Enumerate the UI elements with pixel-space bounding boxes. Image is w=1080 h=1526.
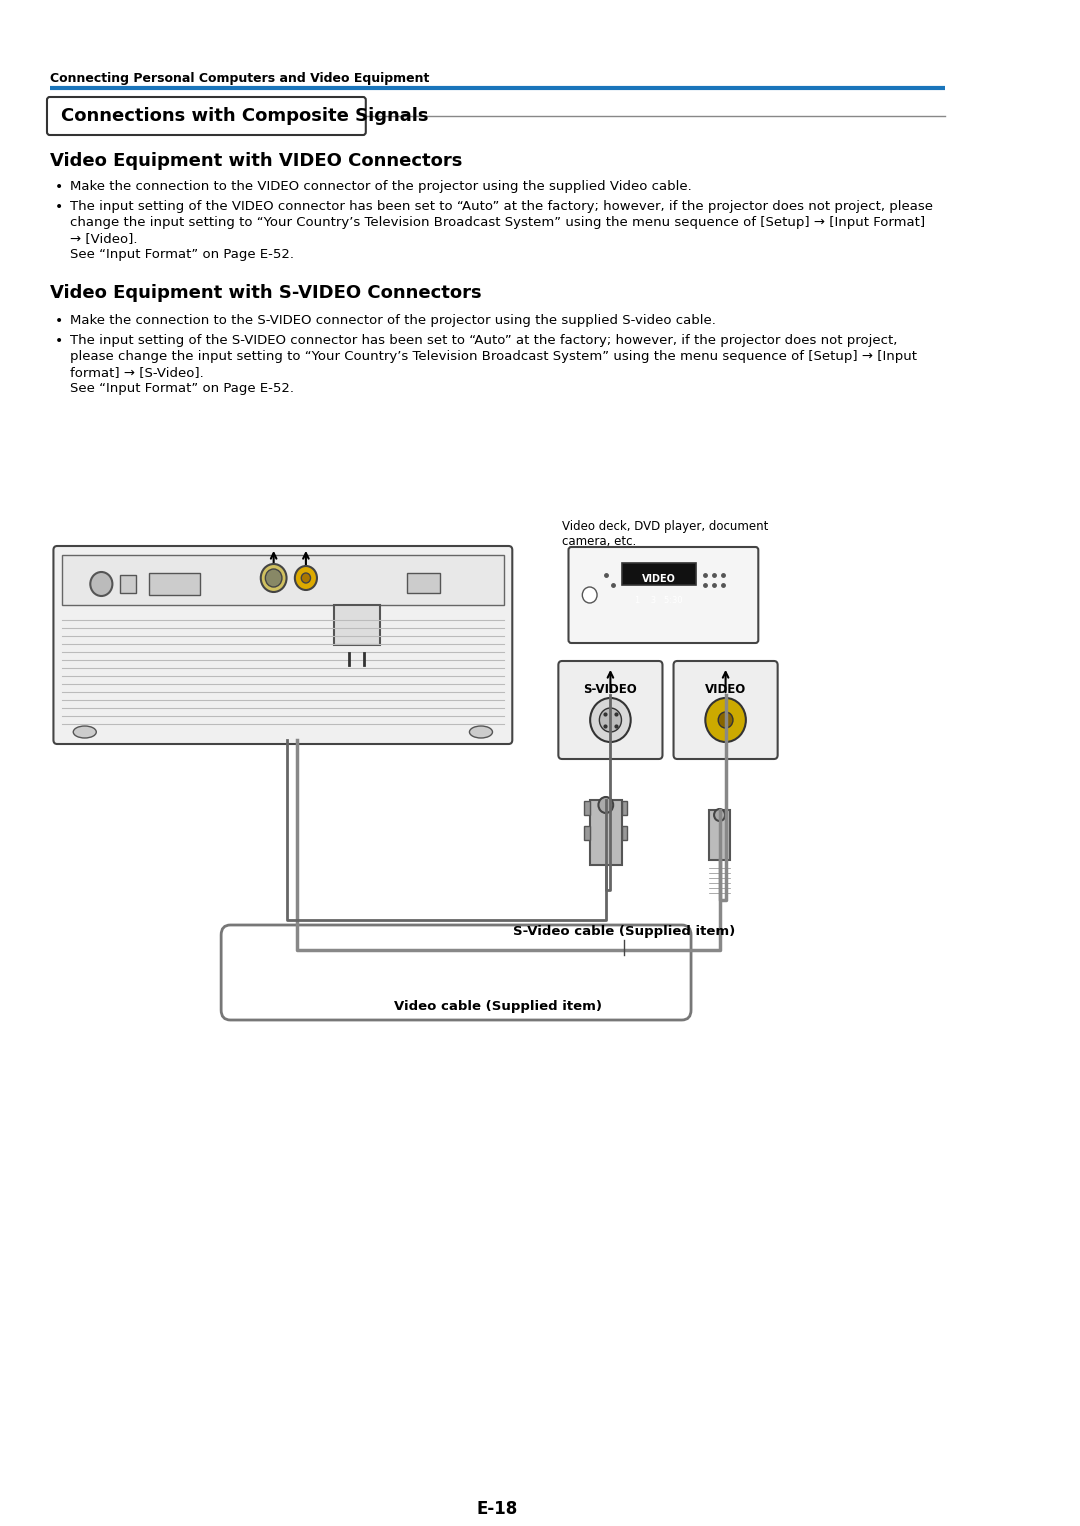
Text: Video cable (Supplied item): Video cable (Supplied item) xyxy=(393,1000,602,1013)
Circle shape xyxy=(705,697,746,742)
Text: Connections with Composite Signals: Connections with Composite Signals xyxy=(60,107,429,125)
Text: S-Video cable (Supplied item): S-Video cable (Supplied item) xyxy=(513,925,735,938)
FancyBboxPatch shape xyxy=(558,661,662,758)
Ellipse shape xyxy=(73,726,96,739)
Text: Video Equipment with VIDEO Connectors: Video Equipment with VIDEO Connectors xyxy=(50,153,462,169)
Bar xyxy=(590,800,622,865)
Text: Make the connection to the VIDEO connector of the projector using the supplied V: Make the connection to the VIDEO connect… xyxy=(70,180,692,192)
Bar xyxy=(407,572,440,594)
Bar xyxy=(584,826,590,839)
Circle shape xyxy=(260,565,286,592)
Bar xyxy=(62,555,504,604)
Circle shape xyxy=(590,697,631,742)
Circle shape xyxy=(295,566,316,591)
Bar xyxy=(584,801,590,815)
Text: See “Input Format” on Page E-52.: See “Input Format” on Page E-52. xyxy=(70,382,294,395)
Text: The input setting of the S-VIDEO connector has been set to “Auto” at the factory: The input setting of the S-VIDEO connect… xyxy=(70,334,897,346)
Ellipse shape xyxy=(470,726,492,739)
Bar xyxy=(622,801,627,815)
Bar xyxy=(622,563,696,584)
Text: See “Input Format” on Page E-52.: See “Input Format” on Page E-52. xyxy=(70,249,294,261)
Text: please change the input setting to “Your Country’s Television Broadcast System” : please change the input setting to “Your… xyxy=(70,349,917,363)
Text: •: • xyxy=(55,334,64,348)
Bar xyxy=(710,810,730,861)
Text: → [Video].: → [Video]. xyxy=(70,232,137,246)
Circle shape xyxy=(598,797,613,813)
Bar xyxy=(334,604,379,645)
Text: Connecting Personal Computers and Video Equipment: Connecting Personal Computers and Video … xyxy=(50,72,429,85)
Text: •: • xyxy=(55,314,64,328)
FancyBboxPatch shape xyxy=(48,98,366,134)
FancyBboxPatch shape xyxy=(674,661,778,758)
Bar xyxy=(149,572,200,595)
FancyBboxPatch shape xyxy=(568,546,758,642)
Text: Make the connection to the S-VIDEO connector of the projector using the supplied: Make the connection to the S-VIDEO conne… xyxy=(70,314,716,327)
FancyBboxPatch shape xyxy=(53,546,512,745)
FancyBboxPatch shape xyxy=(221,925,691,1019)
Circle shape xyxy=(91,572,112,597)
Text: E-18: E-18 xyxy=(477,1500,518,1518)
Text: S-VIDEO: S-VIDEO xyxy=(583,684,637,696)
Circle shape xyxy=(582,588,597,603)
Bar xyxy=(622,826,627,839)
Circle shape xyxy=(599,708,621,732)
Text: VIDEO: VIDEO xyxy=(705,684,746,696)
Text: 1    3   5:30: 1 3 5:30 xyxy=(635,597,683,604)
Text: •: • xyxy=(55,200,64,214)
Bar xyxy=(120,575,136,594)
Text: The input setting of the VIDEO connector has been set to “Auto” at the factory; : The input setting of the VIDEO connector… xyxy=(70,200,933,214)
Circle shape xyxy=(301,572,311,583)
Text: •: • xyxy=(55,180,64,194)
Text: VIDEO: VIDEO xyxy=(642,574,676,584)
Text: Video Equipment with S-VIDEO Connectors: Video Equipment with S-VIDEO Connectors xyxy=(50,284,482,302)
Circle shape xyxy=(718,713,733,728)
Circle shape xyxy=(714,809,725,821)
Text: Video deck, DVD player, document
camera, etc.: Video deck, DVD player, document camera,… xyxy=(562,520,769,548)
Text: format] → [S-Video].: format] → [S-Video]. xyxy=(70,366,204,378)
Text: change the input setting to “Your Country’s Television Broadcast System” using t: change the input setting to “Your Countr… xyxy=(70,217,926,229)
Circle shape xyxy=(266,569,282,588)
